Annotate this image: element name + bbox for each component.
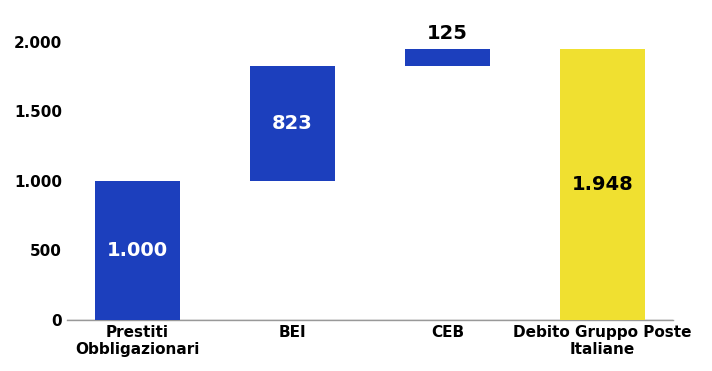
Bar (405, 49, 490, 66)
Text: 1.948: 1.948 (572, 175, 634, 194)
Text: 823: 823 (272, 114, 313, 133)
Bar (95, 181, 180, 320)
Text: 1.000: 1.000 (107, 241, 168, 260)
Bar (250, 66, 335, 181)
Bar (560, 49, 645, 320)
Text: 125: 125 (427, 24, 468, 43)
